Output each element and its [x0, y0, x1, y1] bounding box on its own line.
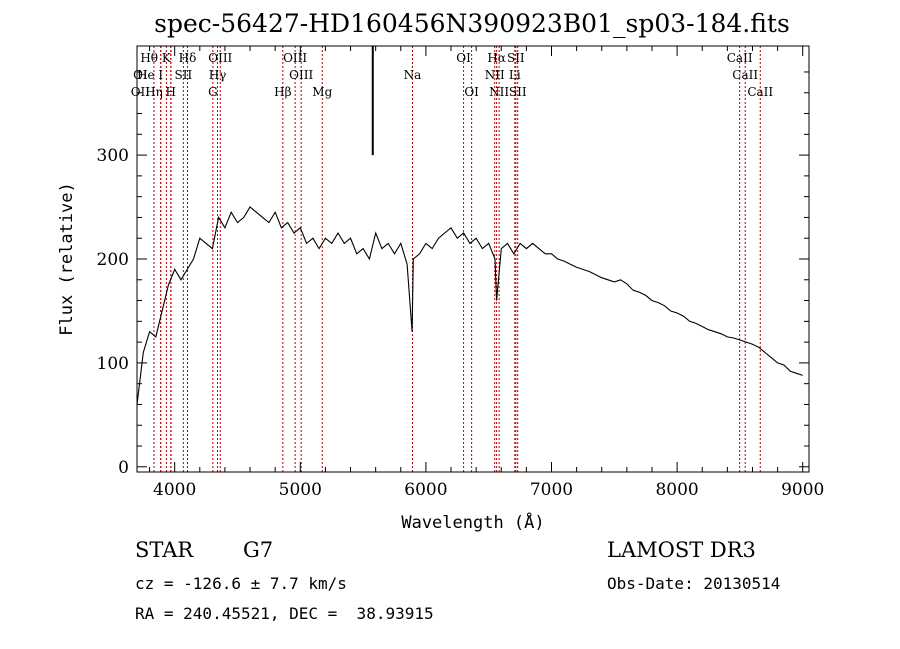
flux-series-line — [136, 206, 803, 405]
axis-ticks: 4000 5000 6000 7000 8000 9000 0 100 200 300 — [97, 46, 824, 500]
chart-title: spec-56427-HD160456N390923B01_sp03-184.f… — [154, 9, 790, 38]
line-label: OI — [464, 85, 479, 99]
y-axis-label: Flux (relative) — [57, 182, 77, 336]
observation-date: Obs-Date: 20130514 — [607, 574, 781, 593]
x-tick-label: 5000 — [279, 480, 322, 500]
line-label: Hβ — [274, 85, 291, 99]
line-label: NII — [485, 68, 505, 82]
redshift-velocity: cz = -126.6 ± 7.7 km/s — [135, 574, 347, 593]
line-label: Hθ — [140, 51, 158, 65]
line-label: CaII — [732, 68, 758, 82]
x-tick-label: 7000 — [530, 480, 573, 500]
line-label: Na — [404, 68, 422, 82]
line-label: CaII — [727, 51, 753, 65]
line-label: SII — [174, 68, 192, 82]
line-label: NII — [489, 85, 509, 99]
x-axis-label: Wavelength (Å) — [401, 511, 544, 533]
coordinates: RA = 240.45521, DEC = 38.93915 — [135, 604, 434, 623]
line-label: CaII — [747, 85, 773, 99]
y-tick-label: 200 — [97, 250, 129, 270]
object-class: STAR — [135, 538, 194, 562]
line-label: G — [208, 85, 218, 99]
line-label: SII — [507, 51, 525, 65]
x-tick-label: 4000 — [153, 480, 196, 500]
line-label: K — [162, 51, 172, 65]
x-tick-label: 9000 — [781, 480, 824, 500]
y-tick-label: 300 — [97, 146, 129, 166]
y-tick-label: 100 — [97, 354, 129, 374]
spectral-line-markers — [153, 46, 761, 472]
survey-name: LAMOST DR3 — [607, 538, 756, 562]
line-label: I — [158, 68, 163, 82]
line-label: Li — [509, 68, 521, 82]
line-label: Hη — [145, 85, 163, 99]
line-label: Hγ — [209, 68, 227, 82]
x-tick-label: 8000 — [655, 480, 698, 500]
line-label: OIII — [283, 51, 307, 65]
x-tick-label: 6000 — [404, 480, 447, 500]
line-label: OI — [456, 51, 471, 65]
line-label: OIII — [208, 51, 232, 65]
line-label: Hα — [487, 51, 506, 65]
line-label: Hδ — [179, 51, 197, 65]
spectral-subclass: G7 — [243, 538, 274, 562]
line-label: OIII — [289, 68, 313, 82]
plot-frame — [136, 45, 810, 473]
line-label: He — [137, 68, 155, 82]
line-label: OII — [131, 85, 151, 99]
line-label: H — [166, 85, 176, 99]
line-label: Mg — [312, 85, 332, 99]
y-tick-label: 0 — [118, 458, 129, 478]
line-label: SII — [509, 85, 527, 99]
